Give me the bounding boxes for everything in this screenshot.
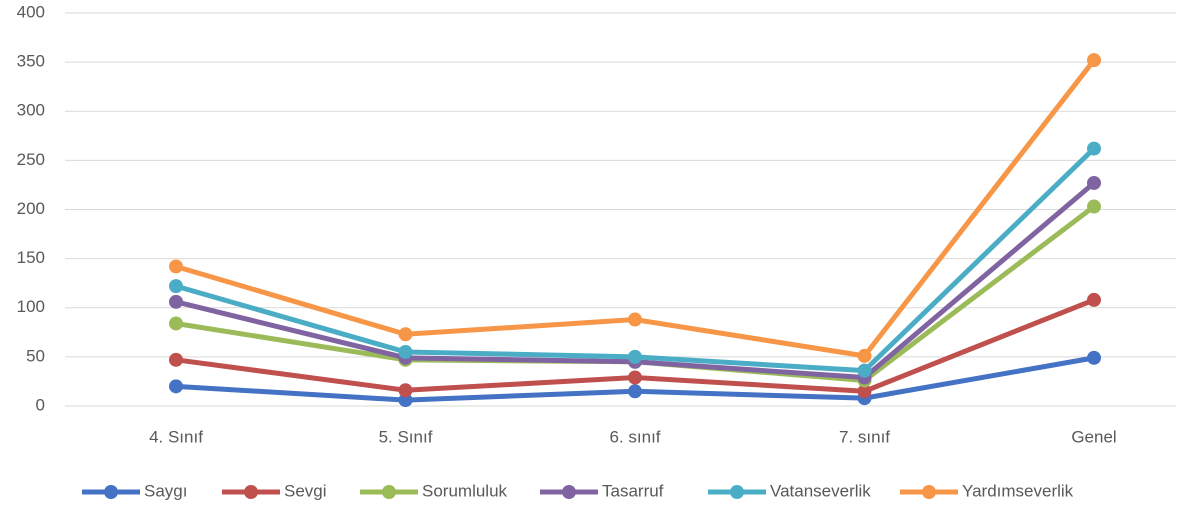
point bbox=[169, 379, 183, 394]
point bbox=[169, 316, 183, 331]
point bbox=[169, 279, 183, 294]
point bbox=[1087, 199, 1101, 214]
y-tick-label: 100 bbox=[17, 297, 45, 316]
y-tick-label: 400 bbox=[17, 2, 45, 21]
legend-label: Saygı bbox=[144, 481, 187, 500]
point bbox=[169, 352, 183, 367]
point bbox=[398, 383, 413, 398]
y-tick-label: 0 bbox=[36, 395, 45, 414]
legend-marker bbox=[730, 485, 744, 499]
point bbox=[857, 348, 872, 363]
y-tick-label: 250 bbox=[17, 150, 45, 169]
y-tick-label: 350 bbox=[17, 52, 45, 71]
point bbox=[857, 384, 872, 399]
legend-marker bbox=[244, 485, 258, 499]
x-tick-label: 5. Sınıf bbox=[379, 427, 433, 446]
legend-marker bbox=[382, 485, 396, 499]
point bbox=[1087, 350, 1101, 365]
x-tick-label: 4. Sınıf bbox=[149, 427, 203, 446]
legend-marker bbox=[922, 485, 936, 499]
point bbox=[1087, 141, 1101, 156]
x-tick-label: Genel bbox=[1071, 427, 1116, 446]
point bbox=[169, 294, 183, 309]
point bbox=[628, 312, 642, 327]
point bbox=[857, 363, 872, 378]
y-tick-label: 300 bbox=[17, 101, 45, 120]
y-tick-label: 50 bbox=[26, 346, 45, 365]
x-tick-label: 7. sınıf bbox=[839, 427, 890, 446]
point bbox=[169, 259, 183, 274]
point bbox=[1087, 53, 1101, 68]
legend-label: Sevgi bbox=[284, 481, 327, 500]
point bbox=[1087, 175, 1101, 190]
point bbox=[628, 349, 642, 364]
x-tick-label: 6. sınıf bbox=[609, 427, 660, 446]
point bbox=[398, 327, 413, 342]
legend-marker bbox=[562, 485, 576, 499]
legend-label: Vatanseverlik bbox=[770, 481, 871, 500]
legend-marker bbox=[104, 485, 118, 499]
point bbox=[628, 370, 642, 385]
y-tick-label: 150 bbox=[17, 248, 45, 267]
point bbox=[398, 393, 413, 408]
point bbox=[628, 384, 642, 399]
point bbox=[1087, 292, 1101, 307]
y-tick-label: 200 bbox=[17, 199, 45, 218]
legend-label: Sorumluluk bbox=[422, 481, 508, 500]
legend-label: Tasarruf bbox=[602, 481, 664, 500]
point bbox=[398, 344, 413, 359]
legend-label: Yardımseverlik bbox=[962, 481, 1074, 500]
